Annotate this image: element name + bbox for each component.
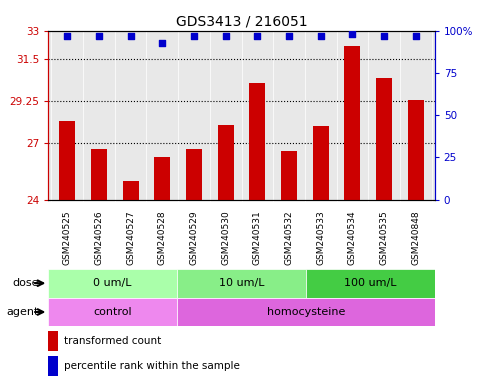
Point	[63, 33, 71, 39]
Text: GSM240527: GSM240527	[126, 210, 135, 265]
Text: 0 um/L: 0 um/L	[93, 278, 132, 288]
Bar	[249, 83, 265, 200]
FancyBboxPatch shape	[306, 269, 435, 298]
Text: homocysteine: homocysteine	[267, 307, 345, 317]
Bar	[155, 157, 170, 200]
Point	[317, 33, 325, 39]
Point	[349, 31, 356, 37]
FancyBboxPatch shape	[48, 269, 177, 298]
Point	[380, 33, 388, 39]
Text: GSM240530: GSM240530	[221, 210, 230, 265]
Title: GDS3413 / 216051: GDS3413 / 216051	[176, 14, 307, 28]
Bar	[59, 121, 75, 200]
FancyBboxPatch shape	[48, 298, 177, 326]
Bar	[48, 331, 58, 351]
Point	[95, 33, 103, 39]
Bar	[281, 151, 297, 200]
Text: agent: agent	[6, 307, 39, 317]
Bar	[186, 149, 202, 200]
Point	[285, 33, 293, 39]
Point	[254, 33, 261, 39]
Point	[158, 40, 166, 46]
Bar	[218, 124, 234, 200]
Text: 10 um/L: 10 um/L	[219, 278, 264, 288]
Point	[222, 33, 229, 39]
Text: GSM240526: GSM240526	[95, 210, 103, 265]
FancyBboxPatch shape	[177, 269, 306, 298]
Text: GSM240528: GSM240528	[158, 210, 167, 265]
Point	[412, 33, 420, 39]
Text: GSM240848: GSM240848	[411, 210, 420, 265]
Bar	[91, 149, 107, 200]
Text: GSM240533: GSM240533	[316, 210, 325, 265]
Text: percentile rank within the sample: percentile rank within the sample	[64, 361, 240, 371]
Text: GSM240529: GSM240529	[189, 210, 199, 265]
Bar	[376, 78, 392, 200]
Bar	[123, 181, 139, 200]
Point	[127, 33, 134, 39]
Bar	[344, 46, 360, 200]
Point	[190, 33, 198, 39]
Text: dose: dose	[12, 278, 39, 288]
Text: GSM240535: GSM240535	[380, 210, 388, 265]
Text: control: control	[93, 307, 132, 317]
Text: GSM240525: GSM240525	[63, 210, 72, 265]
FancyBboxPatch shape	[177, 298, 435, 326]
Bar	[48, 356, 58, 376]
Text: GSM240534: GSM240534	[348, 210, 357, 265]
Text: GSM240532: GSM240532	[284, 210, 294, 265]
Text: transformed count: transformed count	[64, 336, 161, 346]
Text: 100 um/L: 100 um/L	[344, 278, 397, 288]
Bar	[313, 126, 328, 200]
Text: GSM240531: GSM240531	[253, 210, 262, 265]
Bar	[408, 100, 424, 200]
